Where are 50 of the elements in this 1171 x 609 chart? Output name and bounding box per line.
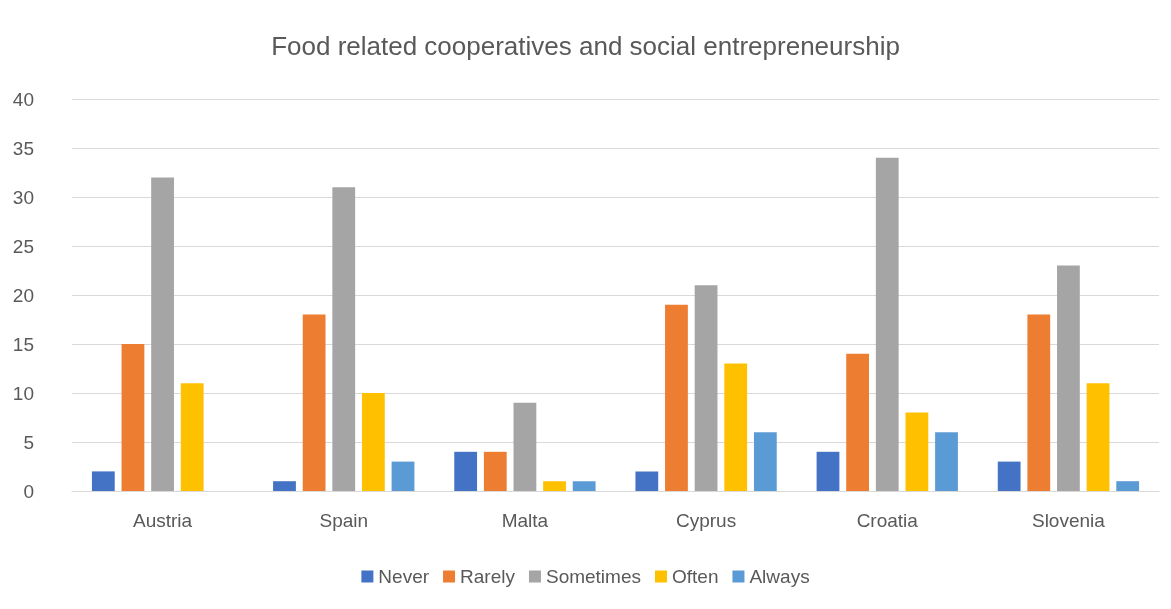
bar	[180, 383, 204, 491]
bar	[572, 481, 596, 491]
bar	[121, 344, 145, 491]
legend-label: Never	[378, 566, 430, 587]
bar	[332, 187, 356, 491]
bar	[1116, 481, 1140, 491]
chart-title: Food related cooperatives and social entrepreneurship	[271, 31, 900, 61]
bar	[875, 157, 899, 491]
x-tick-label: Austria	[133, 510, 193, 531]
bar	[846, 353, 870, 491]
bar	[151, 177, 174, 491]
bar	[753, 432, 777, 491]
x-tick-label: Malta	[501, 510, 549, 531]
legend-label: Always	[749, 566, 810, 587]
bar	[273, 481, 296, 491]
legend-label: Rarely	[460, 566, 516, 587]
bar	[91, 471, 115, 491]
bar	[905, 412, 929, 491]
y-tick-label: 10	[12, 382, 34, 404]
bar	[454, 451, 478, 491]
y-tick-label: 25	[12, 235, 34, 257]
bar	[724, 363, 748, 491]
x-tick-label: Spain	[319, 510, 369, 531]
y-tick-label: 0	[23, 480, 34, 502]
y-tick-label: 30	[12, 186, 34, 208]
bar	[635, 471, 659, 491]
bar	[997, 461, 1021, 491]
y-tick-label: 35	[12, 137, 34, 159]
legend-label: Sometimes	[545, 566, 641, 587]
y-tick-label: 40	[12, 88, 34, 110]
bar	[935, 432, 958, 491]
bar	[483, 451, 507, 491]
bar	[816, 451, 840, 491]
y-tick-label: 15	[12, 333, 34, 355]
y-tick-label: 5	[23, 431, 34, 453]
bar	[543, 481, 566, 491]
legend-label: Often	[671, 566, 719, 587]
bar	[1027, 314, 1051, 491]
y-tick-label: 20	[12, 284, 34, 306]
bar	[694, 285, 718, 491]
bar	[361, 393, 385, 491]
x-tick-label: Slovenia	[1031, 510, 1106, 531]
bar	[1086, 383, 1110, 491]
bar	[302, 314, 326, 491]
bar	[665, 304, 688, 491]
bar	[1057, 265, 1080, 491]
bar	[513, 402, 537, 491]
x-tick-label: Croatia	[856, 510, 919, 531]
bar	[391, 461, 415, 491]
x-tick-label: Cyprus	[675, 510, 737, 531]
